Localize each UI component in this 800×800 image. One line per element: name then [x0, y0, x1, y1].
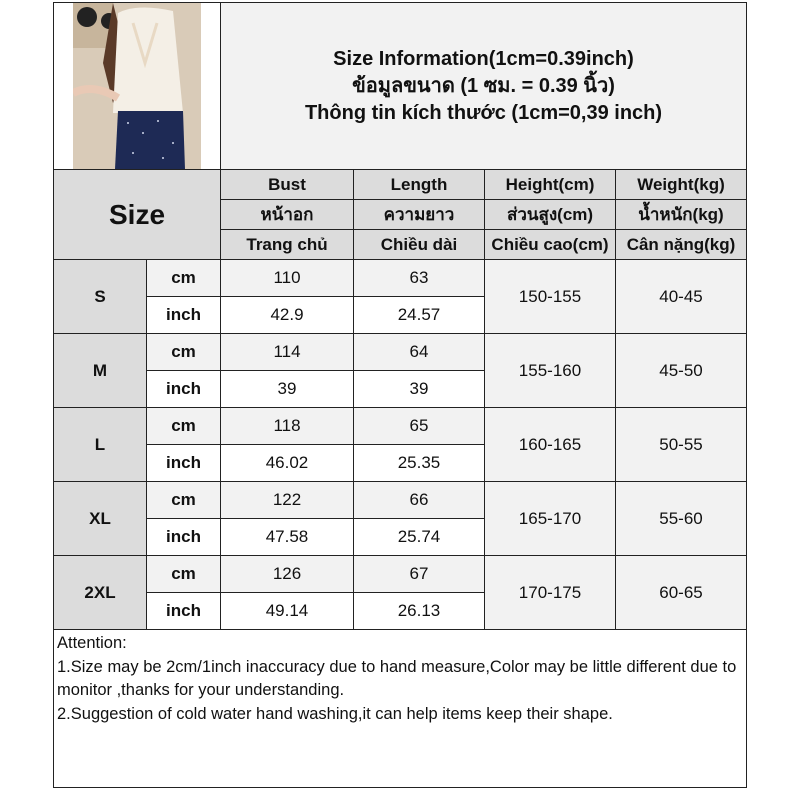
col-header-bust-th: หน้าอก: [220, 199, 354, 230]
col-header-bust: Bust: [220, 169, 354, 200]
unit-inch: inch: [146, 592, 221, 630]
unit-cm: cm: [146, 555, 221, 593]
weight-range: 60-65: [615, 555, 747, 630]
weight-range: 50-55: [615, 407, 747, 482]
bust-inch: 47.58: [220, 518, 354, 556]
length-inch: 24.57: [353, 296, 485, 334]
length-inch: 25.74: [353, 518, 485, 556]
bust-inch: 49.14: [220, 592, 354, 630]
col-header-length-vi: Chiều dài: [353, 229, 485, 260]
size-chart-table: Size Information(1cm=0.39inch) ข้อมูลขนา…: [53, 2, 747, 788]
height-range: 160-165: [484, 407, 616, 482]
title-vietnamese: Thông tin kích thước (1cm=0,39 inch): [304, 101, 663, 124]
col-header-weight: Weight(kg): [615, 169, 747, 200]
title-english: Size Information(1cm=0.39inch): [333, 47, 634, 70]
length-cm: 63: [353, 259, 485, 297]
height-range: 155-160: [484, 333, 616, 408]
attention-heading: Attention:: [57, 634, 127, 652]
col-header-weight-th: น้ำหนัก(kg): [615, 199, 747, 230]
col-header-bust-vi: Trang chủ: [220, 229, 354, 260]
bust-inch: 39: [220, 370, 354, 408]
bust-cm: 122: [220, 481, 354, 519]
product-photo: [53, 2, 221, 170]
height-range: 170-175: [484, 555, 616, 630]
length-cm: 65: [353, 407, 485, 445]
unit-inch: inch: [146, 444, 221, 482]
bust-cm: 126: [220, 555, 354, 593]
size-label: S: [53, 259, 147, 334]
size-label: L: [53, 407, 147, 482]
weight-range: 40-45: [615, 259, 747, 334]
attention-line1: 1.Size may be 2cm/1inch inaccuracy due t…: [57, 657, 737, 700]
bust-inch: 46.02: [220, 444, 354, 482]
bust-cm: 110: [220, 259, 354, 297]
length-cm: 64: [353, 333, 485, 371]
unit-cm: cm: [146, 481, 221, 519]
bust-cm: 118: [220, 407, 354, 445]
size-label: M: [53, 333, 147, 408]
table-row-cm: 2XL cm 126 67 170-175 60-65: [53, 555, 747, 630]
height-range: 165-170: [484, 481, 616, 556]
size-label: 2XL: [53, 555, 147, 630]
length-inch: 26.13: [353, 592, 485, 630]
bust-cm: 114: [220, 333, 354, 371]
unit-inch: inch: [146, 370, 221, 408]
size-header: Size: [53, 169, 221, 260]
col-header-height-th: ส่วนสูง(cm): [484, 199, 616, 230]
size-info-title: Size Information(1cm=0.39inch) ข้อมูลขนา…: [220, 2, 747, 170]
table-row-inch: inch 42.9 24.57: [54, 296, 747, 334]
length-inch: 25.35: [353, 444, 485, 482]
table-row-inch: inch 39 39: [54, 370, 747, 408]
weight-range: 45-50: [615, 333, 747, 408]
unit-inch: inch: [146, 296, 221, 334]
unit-cm: cm: [146, 259, 221, 297]
col-header-weight-vi: Cân nặng(kg): [615, 229, 747, 260]
table-row-cm: XL cm 122 66 165-170 55-60: [53, 481, 747, 556]
unit-cm: cm: [146, 407, 221, 445]
col-header-height-vi: Chiều cao(cm): [484, 229, 616, 260]
weight-range: 55-60: [615, 481, 747, 556]
attention-note: Attention: 1.Size may be 2cm/1inch inaccu…: [53, 629, 747, 788]
length-cm: 66: [353, 481, 485, 519]
unit-inch: inch: [146, 518, 221, 556]
title-thai: ข้อมูลขนาด (1 ซม. = 0.39 นิ้ว): [352, 74, 615, 97]
table-row-inch: inch 47.58 25.74: [54, 518, 747, 556]
col-header-length: Length: [353, 169, 485, 200]
height-range: 150-155: [484, 259, 616, 334]
col-header-length-th: ความยาว: [353, 199, 485, 230]
size-label: XL: [53, 481, 147, 556]
product-photo-image: [73, 3, 201, 169]
attention-row: Attention: 1.Size may be 2cm/1inch inaccu…: [53, 629, 747, 788]
col-header-height: Height(cm): [484, 169, 616, 200]
length-cm: 67: [353, 555, 485, 593]
bust-inch: 42.9: [220, 296, 354, 334]
attention-line2: 2.Suggestion of cold water hand washing,…: [57, 704, 613, 723]
length-inch: 39: [353, 370, 485, 408]
unit-cm: cm: [146, 333, 221, 371]
